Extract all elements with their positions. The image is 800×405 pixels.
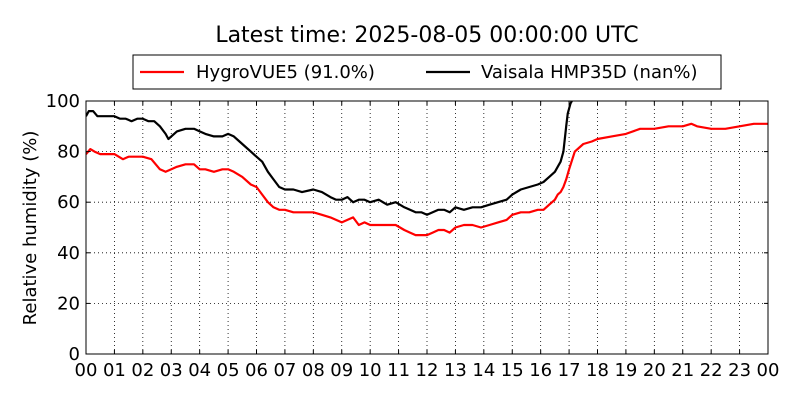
y-tick-label: 80 (57, 142, 80, 163)
x-tick-label: 11 (387, 360, 410, 381)
x-tick-label: 00 (757, 360, 780, 381)
x-tick-label: 13 (444, 360, 467, 381)
x-tick-label: 00 (75, 360, 98, 381)
legend-label: HygroVUE5 (91.0%) (196, 62, 375, 83)
x-tick-label: 08 (302, 360, 325, 381)
chart-title: Latest time: 2025-08-05 00:00:00 UTC (215, 23, 638, 48)
x-tick-label: 19 (614, 360, 637, 381)
legend-label: Vaisala HMP35D (nan%) (481, 62, 698, 83)
x-tick-label: 23 (728, 360, 751, 381)
plot-area-frame (85, 100, 769, 355)
x-tick-label: 04 (188, 360, 211, 381)
y-tick-label: 20 (57, 293, 80, 314)
x-tick-label: 17 (558, 360, 581, 381)
y-axis-label: Relative humidity (%) (20, 131, 41, 326)
x-tick-label: 16 (529, 360, 552, 381)
x-tick-label: 14 (472, 360, 495, 381)
x-tick-label: 01 (103, 360, 126, 381)
y-tick-label: 100 (46, 91, 80, 112)
x-tick-label: 03 (160, 360, 183, 381)
x-tick-label: 15 (501, 360, 524, 381)
series-lines (86, 101, 768, 237)
x-tick-label: 10 (359, 360, 382, 381)
y-tick-label: 0 (69, 344, 80, 365)
x-tick-label: 22 (700, 360, 723, 381)
x-tick-label: 12 (416, 360, 439, 381)
x-tick-label: 09 (330, 360, 353, 381)
legend: HygroVUE5 (91.0%) Vaisala HMP35D (nan%) (132, 54, 722, 90)
y-tick-label: 60 (57, 192, 80, 213)
y-tick-label: 40 (57, 243, 80, 264)
grid-lines (86, 101, 768, 354)
x-tick-label: 05 (217, 360, 240, 381)
series-line-0 (86, 122, 768, 237)
axis-ticks: 00 01 02 03 04 05 06 07 08 09 10 11 12 13 14 15 16 17 18 19… (46, 91, 780, 381)
x-tick-label: 20 (643, 360, 666, 381)
series-line-1 (86, 101, 573, 216)
x-tick-label: 02 (131, 360, 154, 381)
x-tick-label: 18 (586, 360, 609, 381)
x-tick-label: 21 (671, 360, 694, 381)
x-tick-label: 06 (245, 360, 268, 381)
x-tick-label: 07 (273, 360, 296, 381)
